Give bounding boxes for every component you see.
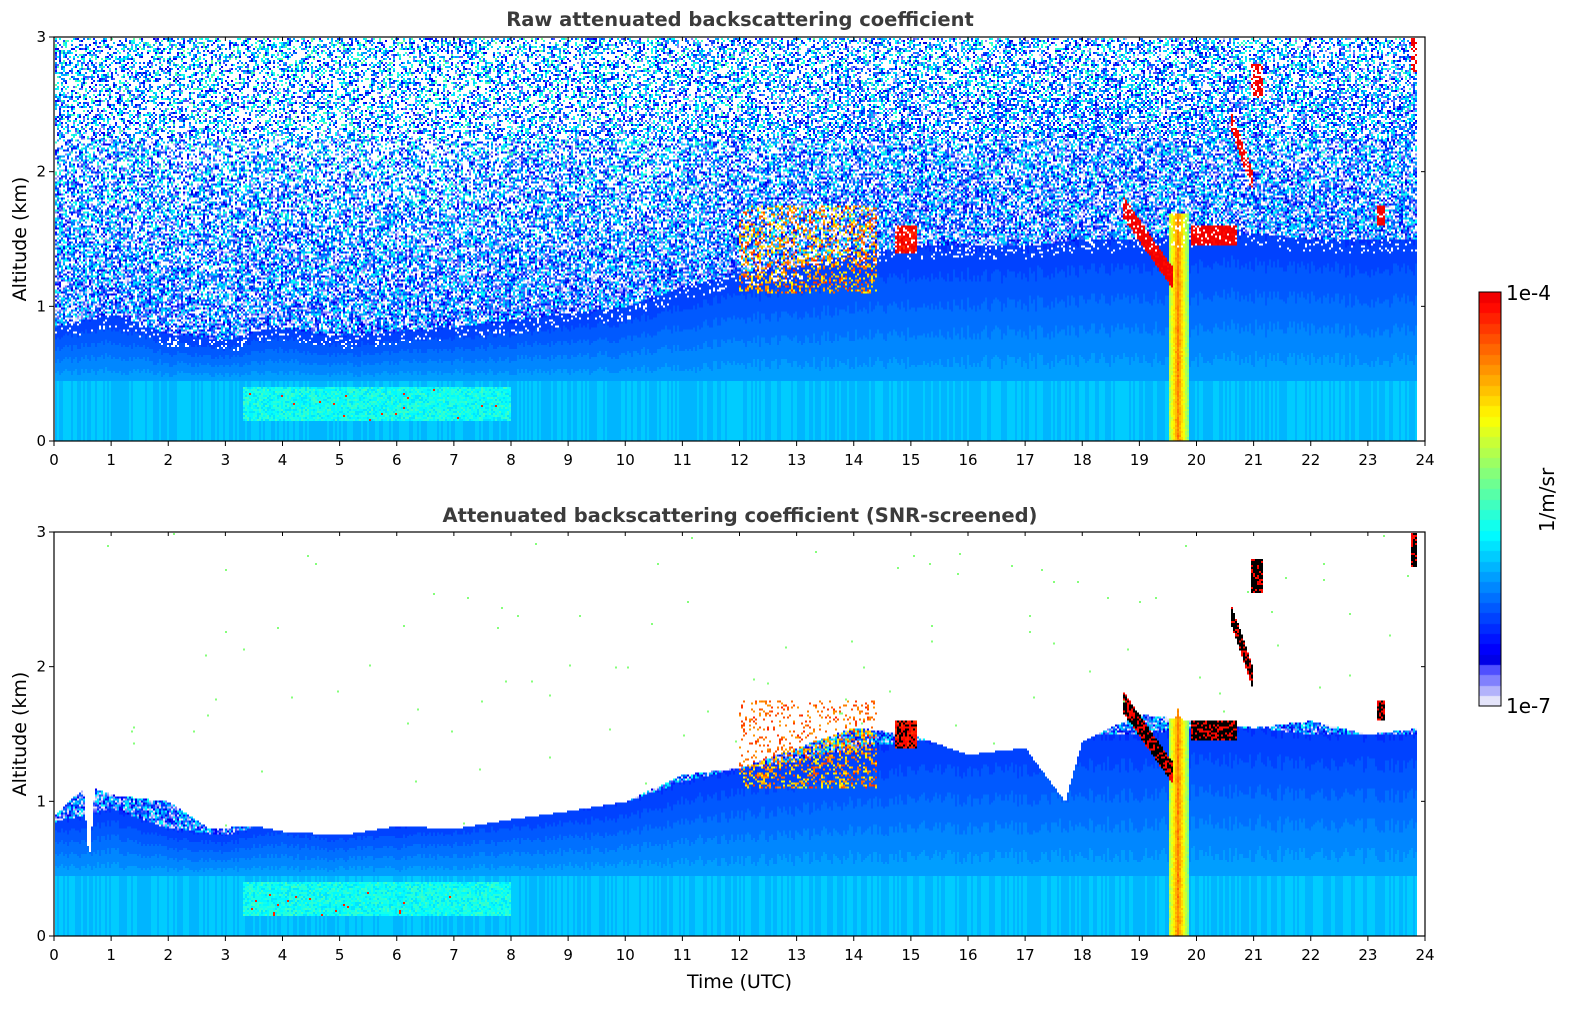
y-tick-label: 3 — [36, 523, 46, 541]
x-tick-label: 5 — [335, 946, 345, 964]
x-tick-label: 2 — [163, 451, 173, 469]
x-tick-label: 17 — [1016, 451, 1035, 469]
x-tick-label: 8 — [506, 451, 516, 469]
x-tick-label: 3 — [221, 451, 231, 469]
x-tick-label: 10 — [616, 946, 635, 964]
x-tick-label: 7 — [449, 451, 459, 469]
x-tick-label: 14 — [844, 946, 863, 964]
plot-frame — [53, 531, 1426, 937]
x-tick-label: 23 — [1358, 946, 1377, 964]
x-tick-label: 4 — [278, 946, 288, 964]
x-tick-label: 22 — [1301, 451, 1320, 469]
x-tick-label: 15 — [901, 451, 920, 469]
y-tick-label: 2 — [36, 658, 46, 676]
panel-raw: Raw attenuated backscattering coefficien… — [0, 0, 1595, 490]
y-tick-label: 2 — [36, 163, 46, 181]
x-tick-label: 1 — [106, 946, 116, 964]
x-tick-label: 9 — [563, 451, 573, 469]
x-tick-label: 20 — [1187, 946, 1206, 964]
y-tick-label: 0 — [36, 927, 46, 945]
x-tick-label: 0 — [49, 946, 59, 964]
x-tick-label: 9 — [563, 946, 573, 964]
x-tick-label: 18 — [1073, 451, 1092, 469]
chart-title-screened: Attenuated backscattering coefficient (S… — [442, 504, 1038, 527]
y-tick-label: 1 — [36, 792, 46, 810]
y-axis-label: Altitude (km) — [9, 672, 31, 797]
y-tick-label: 0 — [36, 432, 46, 450]
x-tick-label: 15 — [901, 946, 920, 964]
x-tick-label: 3 — [221, 946, 231, 964]
x-tick-label: 12 — [730, 946, 749, 964]
heatmap-screened — [55, 533, 1425, 936]
x-tick-label: 16 — [958, 451, 977, 469]
x-tick-label: 13 — [787, 451, 806, 469]
y-axis-label: Altitude (km) — [9, 177, 31, 302]
x-tick-label: 24 — [1415, 451, 1434, 469]
x-tick-label: 17 — [1016, 946, 1035, 964]
x-tick-label: 20 — [1187, 451, 1206, 469]
x-tick-label: 1 — [106, 451, 116, 469]
x-tick-label: 14 — [844, 451, 863, 469]
x-tick-label: 22 — [1301, 946, 1320, 964]
x-tick-label: 19 — [1130, 946, 1149, 964]
x-tick-label: 19 — [1130, 451, 1149, 469]
x-tick-label: 7 — [449, 946, 459, 964]
x-tick-label: 11 — [673, 451, 692, 469]
x-tick-label: 6 — [392, 451, 402, 469]
x-tick-label: 10 — [616, 451, 635, 469]
colorbar — [1479, 292, 1501, 706]
x-tick-label: 21 — [1244, 946, 1263, 964]
x-tick-label: 24 — [1415, 946, 1434, 964]
x-tick-label: 18 — [1073, 946, 1092, 964]
x-tick-label: 2 — [163, 946, 173, 964]
y-tick-label: 3 — [36, 28, 46, 46]
x-tick-label: 4 — [278, 451, 288, 469]
x-axis-label: Time (UTC) — [686, 971, 792, 993]
x-tick-label: 13 — [787, 946, 806, 964]
x-tick-label: 8 — [506, 946, 516, 964]
x-tick-label: 6 — [392, 946, 402, 964]
x-tick-label: 23 — [1358, 451, 1377, 469]
heatmap-raw — [55, 38, 1425, 441]
x-tick-label: 16 — [958, 946, 977, 964]
x-tick-label: 21 — [1244, 451, 1263, 469]
x-tick-label: 0 — [49, 451, 59, 469]
chart-title-raw: Raw attenuated backscattering coefficien… — [506, 8, 974, 31]
y-tick-label: 1 — [36, 297, 46, 315]
axes-raw: 0 1 2 3 4 5 6 7 8 9 10 11 12 13 14 15 16 17 18 19 20 21 22 23 24… — [9, 28, 1435, 469]
x-tick-label: 5 — [335, 451, 345, 469]
x-tick-label: 12 — [730, 451, 749, 469]
x-tick-label: 11 — [673, 946, 692, 964]
